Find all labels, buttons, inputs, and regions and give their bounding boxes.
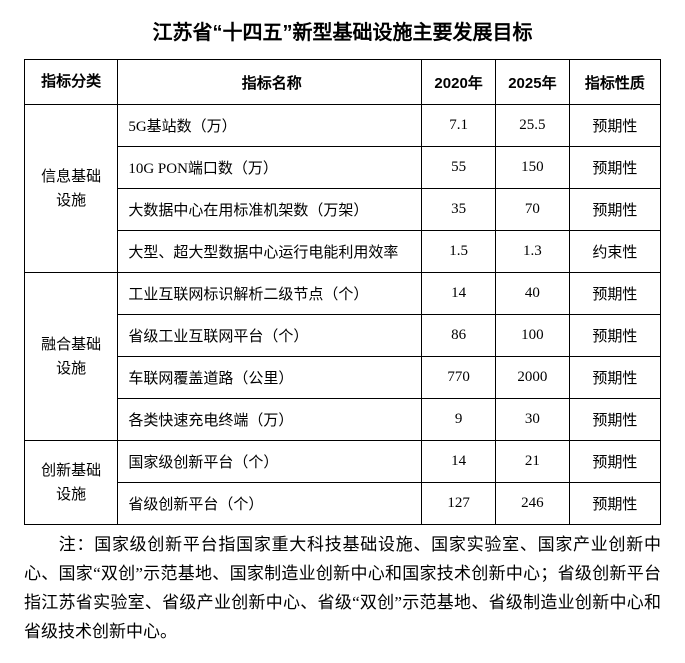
value-2025: 40 — [496, 273, 570, 315]
table-row: 大数据中心在用标准机架数（万架）3570预期性 — [25, 189, 661, 231]
value-2020: 14 — [422, 441, 496, 483]
nature-cell: 预期性 — [569, 189, 660, 231]
indicator-name: 10G PON端口数（万） — [118, 147, 422, 189]
value-2020: 9 — [422, 399, 496, 441]
table-row: 10G PON端口数（万）55150预期性 — [25, 147, 661, 189]
nature-cell: 预期性 — [569, 483, 660, 525]
table-row: 车联网覆盖道路（公里）7702000预期性 — [25, 357, 661, 399]
table-row: 各类快速充电终端（万）930预期性 — [25, 399, 661, 441]
nature-cell: 预期性 — [569, 147, 660, 189]
table-body: 信息基础设施5G基站数（万）7.125.5预期性10G PON端口数（万）551… — [25, 105, 661, 525]
targets-table: 指标分类 指标名称 2020年 2025年 指标性质 信息基础设施5G基站数（万… — [24, 59, 661, 525]
indicator-name: 省级工业互联网平台（个） — [118, 315, 422, 357]
indicator-name: 5G基站数（万） — [118, 105, 422, 147]
category-cell: 创新基础设施 — [25, 441, 118, 525]
nature-cell: 预期性 — [569, 273, 660, 315]
header-row: 指标分类 指标名称 2020年 2025年 指标性质 — [25, 60, 661, 105]
nature-cell: 预期性 — [569, 357, 660, 399]
value-2020: 127 — [422, 483, 496, 525]
nature-cell: 预期性 — [569, 105, 660, 147]
nature-cell: 预期性 — [569, 315, 660, 357]
footnote-content: 注：国家级创新平台指国家重大科技基础设施、国家实验室、国家产业创新中心、国家“双… — [24, 535, 661, 641]
value-2020: 1.5 — [422, 231, 496, 273]
value-2025: 1.3 — [496, 231, 570, 273]
header-y2020: 2020年 — [422, 60, 496, 105]
category-cell: 信息基础设施 — [25, 105, 118, 273]
page-title: 江苏省“十四五”新型基础设施主要发展目标 — [24, 16, 661, 45]
header-category: 指标分类 — [25, 60, 118, 105]
value-2025: 70 — [496, 189, 570, 231]
header-nature: 指标性质 — [569, 60, 660, 105]
value-2020: 55 — [422, 147, 496, 189]
value-2025: 25.5 — [496, 105, 570, 147]
value-2025: 21 — [496, 441, 570, 483]
table-row: 信息基础设施5G基站数（万）7.125.5预期性 — [25, 105, 661, 147]
nature-cell: 约束性 — [569, 231, 660, 273]
value-2020: 86 — [422, 315, 496, 357]
footnote-text: 注：国家级创新平台指国家重大科技基础设施、国家实验室、国家产业创新中心、国家“双… — [24, 531, 661, 647]
table-row: 大型、超大型数据中心运行电能利用效率1.51.3约束性 — [25, 231, 661, 273]
nature-cell: 预期性 — [569, 399, 660, 441]
table-row: 创新基础设施国家级创新平台（个）1421预期性 — [25, 441, 661, 483]
category-cell: 融合基础设施 — [25, 273, 118, 441]
indicator-name: 省级创新平台（个） — [118, 483, 422, 525]
table-row: 省级创新平台（个）127246预期性 — [25, 483, 661, 525]
value-2025: 100 — [496, 315, 570, 357]
value-2025: 246 — [496, 483, 570, 525]
indicator-name: 工业互联网标识解析二级节点（个） — [118, 273, 422, 315]
indicator-name: 车联网覆盖道路（公里） — [118, 357, 422, 399]
indicator-name: 大型、超大型数据中心运行电能利用效率 — [118, 231, 422, 273]
value-2020: 35 — [422, 189, 496, 231]
value-2025: 150 — [496, 147, 570, 189]
indicator-name: 各类快速充电终端（万） — [118, 399, 422, 441]
value-2020: 14 — [422, 273, 496, 315]
value-2020: 7.1 — [422, 105, 496, 147]
indicator-name: 大数据中心在用标准机架数（万架） — [118, 189, 422, 231]
nature-cell: 预期性 — [569, 441, 660, 483]
header-name: 指标名称 — [118, 60, 422, 105]
table-row: 融合基础设施工业互联网标识解析二级节点（个）1440预期性 — [25, 273, 661, 315]
table-row: 省级工业互联网平台（个）86100预期性 — [25, 315, 661, 357]
header-y2025: 2025年 — [496, 60, 570, 105]
value-2025: 2000 — [496, 357, 570, 399]
value-2020: 770 — [422, 357, 496, 399]
value-2025: 30 — [496, 399, 570, 441]
indicator-name: 国家级创新平台（个） — [118, 441, 422, 483]
